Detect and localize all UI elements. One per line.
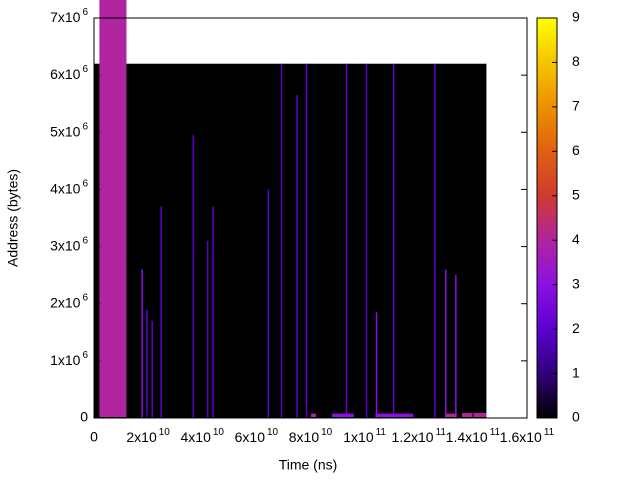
heatmap-spike: [345, 63, 348, 418]
heatmap-spike: [305, 63, 308, 418]
heatmap-spike: [434, 63, 436, 418]
heatmap-spike: [445, 269, 447, 418]
x-tick-label: 1.4x10 11: [446, 427, 501, 445]
colorbar-tick-label: 6: [572, 142, 580, 158]
colorbar-tick-label: 8: [572, 53, 580, 69]
y-tick-label: 4x10 6: [50, 178, 88, 196]
heatmap-spike: [192, 135, 195, 418]
heatmap-band: [310, 413, 316, 417]
heatmap-spike: [141, 269, 143, 418]
heatmap-band: [375, 413, 414, 417]
x-tick-label: 6x10 10: [235, 427, 279, 445]
y-tick-label: 5x10 6: [50, 121, 88, 139]
y-tick-label: 3x10 6: [50, 235, 88, 253]
heatmap-spike: [375, 312, 378, 418]
heatmap-spike: [212, 206, 214, 418]
colorbar-tick-label: 4: [572, 231, 580, 247]
y-tick-label: 2x10 6: [50, 292, 88, 310]
x-tick-label: 4x10 10: [181, 427, 225, 445]
y-tick-label: 7x10 6: [50, 7, 88, 25]
heatmap-spike: [296, 95, 298, 419]
heatmap-band: [462, 413, 487, 417]
heatmap-background: [94, 63, 487, 418]
colorbar: [536, 17, 558, 419]
colorbar-tick-label: 5: [572, 186, 580, 202]
heatmap-spike: [455, 275, 457, 418]
heatmap-band: [445, 413, 457, 417]
y-tick-label: 1x10 6: [50, 349, 88, 367]
heatmap-spike: [160, 206, 162, 418]
colorbar-tick-label: 0: [572, 409, 580, 425]
colorbar-tick-label: 3: [572, 275, 580, 291]
x-tick-label: 8x10 10: [289, 427, 333, 445]
y-tick-label: 6x10 6: [50, 64, 88, 82]
x-tick-label: 1x10 11: [343, 427, 386, 445]
colorbar-tick-label: 7: [572, 98, 580, 114]
heatmap-band: [99, 0, 127, 417]
x-tick-label: 2x10 10: [126, 427, 170, 445]
colorbar-tick-label: 1: [572, 364, 580, 380]
colorbar-tick-label: 2: [572, 320, 580, 336]
heatmap-spike: [146, 309, 148, 418]
heatmap-spike: [280, 63, 283, 418]
x-tick-label: 0: [90, 429, 98, 445]
heatmap-spike: [392, 63, 395, 418]
colorbar-tick-label: 9: [572, 9, 580, 25]
heatmap-spike: [365, 63, 368, 418]
y-axis-label: Address (bytes): [5, 169, 21, 267]
heatmap-band: [332, 413, 354, 417]
heatmap-spike: [151, 320, 153, 418]
heatmap-spike: [206, 240, 209, 418]
x-tick-label: 1.2x10 11: [392, 427, 447, 445]
y-tick-label: 0: [80, 409, 88, 425]
x-axis-label: Time (ns): [279, 457, 338, 473]
heatmap-spike: [267, 189, 270, 418]
x-tick-label: 1.6x10 11: [500, 427, 555, 445]
